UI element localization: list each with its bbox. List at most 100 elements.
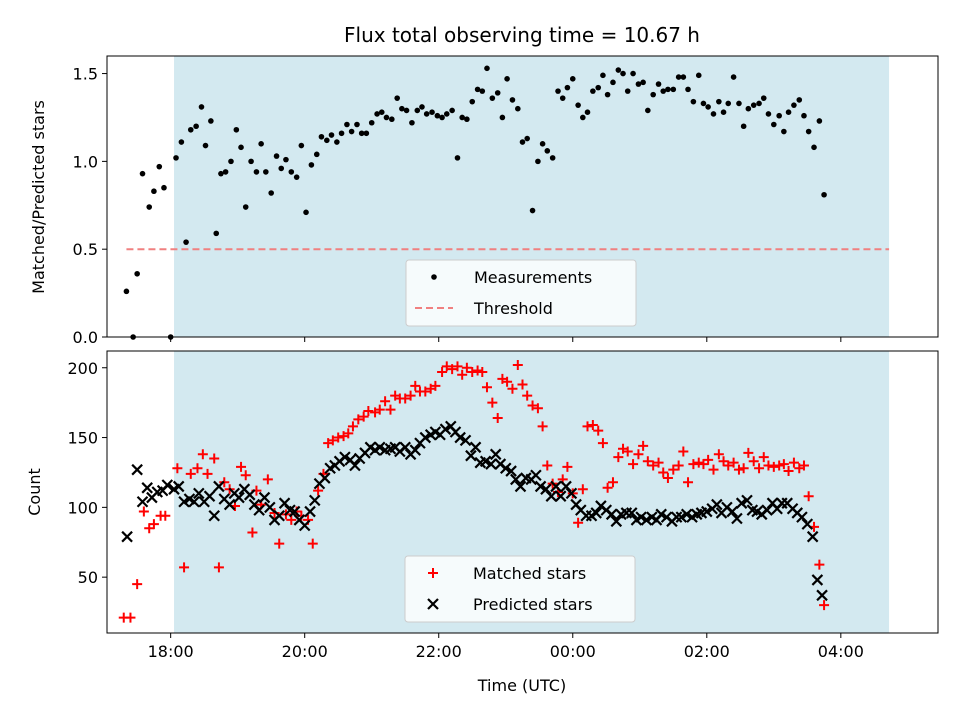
predicted-stars-point	[243, 489, 256, 501]
matched-stars-point	[477, 366, 488, 377]
predicted-stars-point	[136, 495, 149, 508]
bottom-axes: 50 100 150 200 18:00 20:00 22:00 00:00 02:00 04:0…	[67, 350, 939, 661]
measurements-point	[378, 109, 385, 115]
measurements-point	[484, 65, 490, 72]
predicted-stars-point	[505, 465, 517, 477]
measurements-point	[273, 153, 280, 159]
matched-stars-point	[788, 457, 799, 468]
measurements-point	[791, 102, 797, 108]
measurements-point	[464, 116, 470, 123]
measurements-point	[187, 126, 194, 133]
measurements-point	[193, 123, 199, 130]
predicted-stars-point	[399, 441, 411, 454]
matched-stars-point	[358, 411, 369, 422]
measurements-point	[539, 141, 546, 147]
measurements-point	[434, 112, 441, 119]
matched-stars-point	[819, 600, 830, 611]
matched-stars-point	[437, 366, 448, 377]
matched-stars-point	[262, 474, 273, 485]
matched-stars-point	[487, 397, 498, 408]
measurements-point	[535, 158, 541, 165]
measurements-point	[123, 288, 130, 295]
matched-stars-point	[678, 446, 689, 457]
matched-stars-point	[774, 460, 785, 471]
measurements-point	[268, 190, 274, 196]
predicted-stars-point	[731, 512, 743, 525]
measurements-point	[781, 128, 787, 135]
matched-stars-point	[247, 527, 258, 538]
measurements-point	[308, 162, 315, 168]
matched-stars-point	[160, 510, 171, 521]
matched-stars-point	[410, 380, 421, 391]
measurements-point	[303, 209, 309, 216]
legend-measurements-marker	[431, 274, 437, 280]
measurements-point	[675, 74, 682, 80]
predicted-stars-point	[485, 458, 497, 470]
measurements-point	[796, 97, 803, 103]
predicted-stars-point	[208, 509, 221, 522]
measurements-point	[222, 169, 229, 175]
measurements-point	[363, 130, 370, 137]
matched-stars-point	[197, 449, 208, 460]
predicted-stars-point	[131, 463, 143, 476]
matched-stars-point	[693, 457, 704, 468]
matched-stars-point	[814, 559, 825, 570]
matched-stars-point	[642, 456, 653, 467]
matched-stars-point	[353, 414, 364, 425]
predicted-stars-point	[711, 498, 723, 511]
predicted-stars-point	[514, 480, 527, 493]
matched-stars-point	[758, 452, 769, 463]
matched-stars-point	[405, 390, 416, 401]
matched-stars-point	[703, 454, 714, 465]
measurements-point	[670, 86, 677, 93]
predicted-stars-point	[288, 505, 301, 518]
measurements-point	[283, 156, 289, 163]
matched-stars-point	[653, 457, 664, 468]
measurements-point	[650, 91, 656, 98]
matched-stars-point	[347, 421, 358, 432]
measurements-point	[765, 111, 772, 117]
measurements-point	[202, 142, 209, 149]
measurements-point	[494, 90, 501, 96]
measurements-point	[604, 91, 611, 98]
measurements-point	[630, 70, 636, 77]
axes-frame	[106, 350, 939, 634]
measurements-point	[394, 95, 400, 101]
y-tick-label: 1.0	[73, 152, 98, 171]
matched-stars-point	[593, 425, 604, 436]
matched-stars-point	[562, 461, 573, 472]
matched-stars-point	[502, 376, 513, 387]
predicted-stars-point	[605, 508, 618, 521]
predicted-stars-point	[625, 507, 638, 519]
matched-stars-point	[380, 396, 391, 407]
matched-stars-point	[683, 477, 694, 488]
measurements-point	[575, 102, 581, 108]
measurements-point	[544, 148, 551, 154]
measurements-point	[624, 88, 631, 94]
measurements-point	[524, 135, 530, 142]
matched-stars-point	[763, 460, 774, 471]
predicted-stars-point	[264, 501, 276, 514]
x-tick-label: 18:00	[148, 642, 194, 661]
measurements-point	[449, 107, 455, 114]
predicted-stars-point	[188, 495, 200, 508]
measurements-point	[620, 70, 626, 77]
measurements-point	[288, 169, 295, 175]
measurements-point	[409, 119, 415, 126]
measurements-point	[489, 95, 496, 101]
matched-stars-point	[673, 460, 684, 471]
measurements-point	[509, 97, 516, 103]
measurements-point	[399, 105, 405, 112]
predicted-stars-point	[530, 469, 542, 482]
measurements-point	[318, 133, 325, 140]
matched-stars-point	[185, 468, 196, 479]
measurements-point	[740, 123, 747, 130]
predicted-stars-point	[141, 482, 153, 494]
y-tick-label: 1.5	[73, 65, 98, 84]
matched-stars-point	[662, 473, 673, 484]
predicted-stars-point	[193, 487, 205, 500]
measurements-point	[756, 100, 762, 107]
predicted-stars-point	[349, 459, 361, 472]
measurements-point	[725, 100, 732, 107]
matched-stars-point	[307, 538, 318, 549]
